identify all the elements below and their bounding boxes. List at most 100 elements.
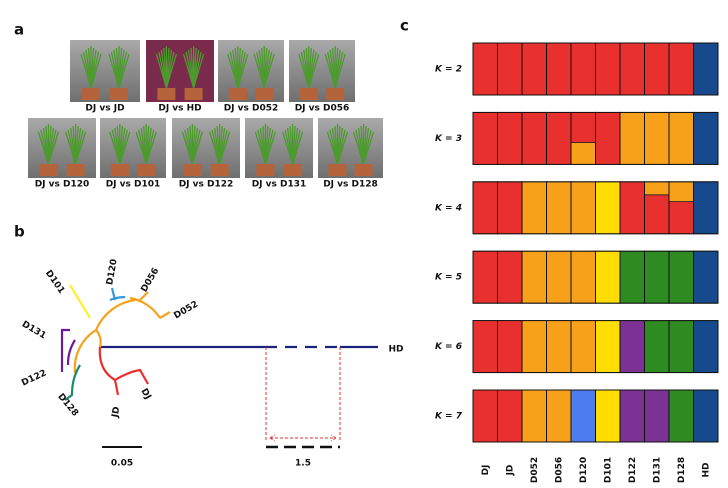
segment <box>644 389 670 443</box>
x-tick-label: JD <box>505 465 515 477</box>
photo <box>318 118 383 178</box>
x-tick-label: D120 <box>579 457 589 483</box>
cell-border <box>693 42 719 96</box>
segment <box>472 181 498 235</box>
cell-border <box>693 111 719 165</box>
segment <box>546 112 572 165</box>
pot <box>283 164 302 176</box>
leaf <box>90 53 102 89</box>
segment <box>668 320 694 374</box>
segment <box>644 320 670 374</box>
segment <box>472 320 498 374</box>
segment <box>521 42 547 96</box>
k-label: K = 4 <box>435 203 462 213</box>
segment <box>668 42 694 96</box>
photo <box>146 40 214 102</box>
segment <box>497 42 523 96</box>
segment <box>472 42 498 96</box>
segment <box>546 181 572 235</box>
x-tick-label: HD <box>701 462 711 477</box>
pot <box>137 164 156 176</box>
segment <box>693 320 719 374</box>
photo-caption: DJ vs D120 <box>35 180 90 190</box>
leaf-label: D122 <box>20 368 48 388</box>
segment <box>570 42 596 96</box>
photo <box>245 118 313 178</box>
segment <box>644 42 670 96</box>
scale-label: 0.05 <box>111 459 133 469</box>
segment <box>693 112 719 165</box>
leaf <box>145 131 157 165</box>
segment <box>497 389 523 443</box>
segment <box>521 181 547 235</box>
photo-caption: DJ vs D128 <box>323 180 378 190</box>
leaf <box>308 53 320 89</box>
panel-letter: b <box>14 223 25 241</box>
segment <box>521 389 547 443</box>
segment <box>497 250 523 304</box>
leaf <box>291 131 304 165</box>
segment <box>497 112 523 165</box>
leaf <box>192 53 205 89</box>
leaf-label: D131 <box>20 320 48 342</box>
cell-border <box>693 320 719 374</box>
pot <box>326 88 345 100</box>
cell-border <box>693 250 719 304</box>
pot <box>82 88 100 100</box>
segment <box>644 181 670 196</box>
segment <box>595 181 621 235</box>
segment <box>619 389 645 443</box>
segment <box>595 250 621 304</box>
segment <box>693 42 719 96</box>
pot <box>210 164 229 176</box>
segment <box>497 320 523 374</box>
segment <box>521 112 547 165</box>
segment <box>546 389 572 443</box>
segment <box>619 181 645 235</box>
panel-letter: c <box>400 17 409 35</box>
segment <box>472 389 498 443</box>
pot <box>256 164 275 176</box>
photo <box>218 40 284 102</box>
segment <box>570 250 596 304</box>
leaf <box>336 131 349 165</box>
tree-labels: D101 D120 D056 D052 D131 D122 D128 JD DJ HD 0.05 1.… <box>20 258 404 468</box>
photo <box>100 118 166 178</box>
leaf-label: D120 <box>105 258 119 286</box>
leaf <box>47 131 60 165</box>
leaf-label: D056 <box>140 266 162 294</box>
leaf-label: D128 <box>55 392 80 419</box>
segment <box>546 250 572 304</box>
segment <box>546 320 572 374</box>
leaf <box>218 131 231 165</box>
segment <box>570 112 596 143</box>
leaf <box>237 53 249 89</box>
segment <box>472 112 498 165</box>
segment <box>570 389 596 443</box>
structure-plot: K = 2 K = 3 K = 4 K = 5 K = 6 K = 7 DJ JD D052 D0… <box>435 42 719 483</box>
photo-caption: DJ vs D122 <box>179 180 234 190</box>
pot <box>183 164 202 176</box>
leaf-label: JD <box>110 406 122 419</box>
photo <box>28 118 96 178</box>
segment <box>595 389 621 443</box>
segment <box>668 201 694 235</box>
leaf <box>264 131 277 165</box>
leaf-label: D101 <box>43 269 66 296</box>
segment <box>693 250 719 304</box>
photo-caption: DJ vs D052 <box>224 104 279 114</box>
segment <box>497 181 523 235</box>
dendrogram <box>60 284 378 449</box>
segment <box>693 389 719 443</box>
x-tick-label: D131 <box>652 457 662 483</box>
photo-caption: DJ vs D101 <box>106 180 161 190</box>
photo-caption: DJ vs D131 <box>252 180 307 190</box>
segment <box>546 42 572 96</box>
pot <box>110 164 129 176</box>
segment <box>644 112 670 165</box>
x-tick-label: D056 <box>554 457 564 483</box>
cell-border <box>693 181 719 235</box>
leaf-label: HD <box>388 345 403 355</box>
x-tick-label: D052 <box>530 457 540 483</box>
scale-label: 1.5 <box>295 459 311 469</box>
